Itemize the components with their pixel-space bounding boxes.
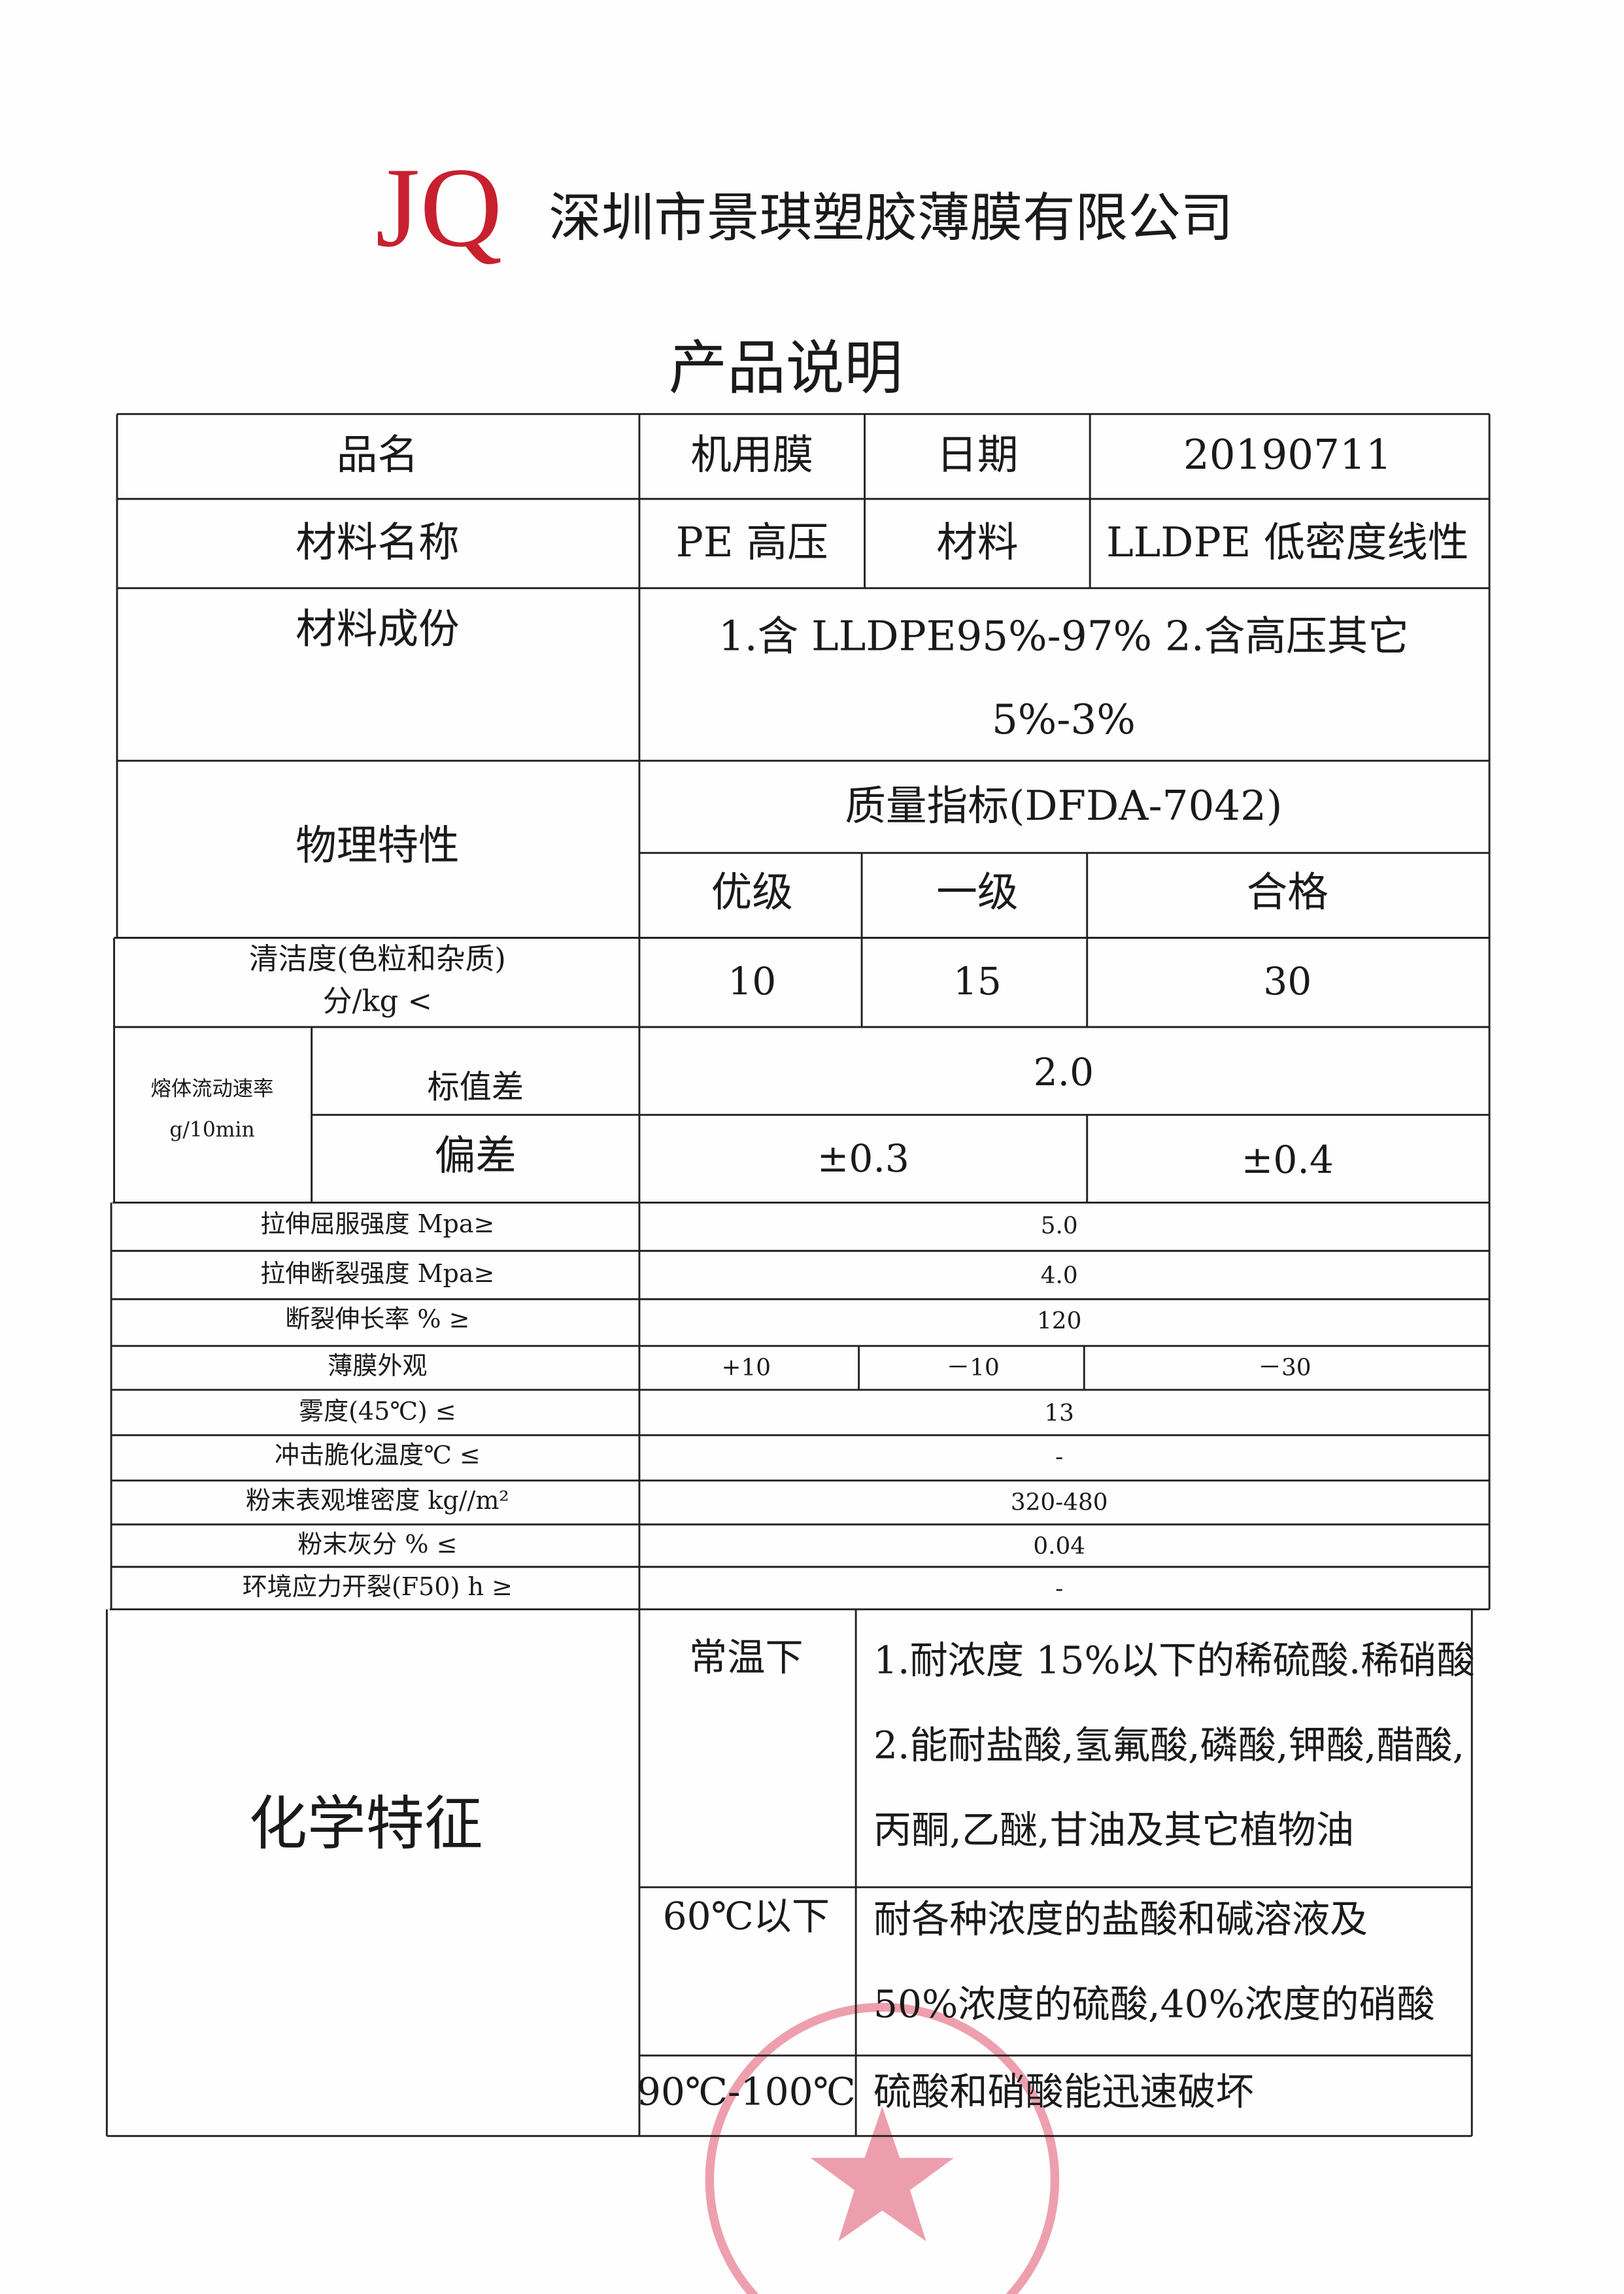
cell-value: 320-480	[1011, 1489, 1108, 1516]
condition-text: 2.能耐盐酸,氢氟酸,磷酸,钾酸,醋酸,	[873, 1723, 1464, 1767]
cell-value: 20190711	[1183, 431, 1392, 479]
condition-text: 50%浓度的硫酸,40%浓度的硝酸	[873, 1982, 1435, 2026]
cell-value: 120	[1037, 1307, 1081, 1334]
cell-label: 薄膜外观	[328, 1351, 427, 1380]
cell-label: 粉末表观堆密度 kg//m²	[246, 1486, 509, 1515]
cell-value: 13	[1044, 1400, 1074, 1426]
cell-label: 断裂伸长率 % ≥	[285, 1304, 469, 1333]
cell-value: 10	[728, 959, 776, 1004]
cell-label: 标值差	[427, 1068, 524, 1106]
grade: 优级	[711, 868, 793, 916]
cell-label: 材料名称	[296, 518, 460, 566]
grade: 一级	[936, 868, 1018, 916]
cell-label: 环境应力开裂(F50) h ≥	[243, 1572, 513, 1601]
cell-label: 材料	[936, 518, 1018, 566]
cell-value: －30	[1258, 1355, 1311, 1381]
cell-value: ±0.3	[817, 1136, 909, 1181]
document-title: 产品说明	[669, 335, 903, 403]
cell-label: g/10min	[169, 1118, 254, 1141]
cell-label: 材料成份	[296, 605, 460, 652]
cell-value: 30	[1263, 959, 1311, 1004]
condition: 60℃以下	[663, 1894, 830, 1938]
cell-value: ±0.4	[1242, 1138, 1334, 1182]
grade: 合格	[1247, 868, 1328, 916]
composition-line: 5%-3%	[992, 696, 1136, 743]
cell-value: 0.04	[1033, 1533, 1085, 1560]
cell-label: 偏差	[435, 1132, 516, 1179]
cell-value: +10	[722, 1355, 771, 1381]
section-label: 化学特征	[248, 1791, 482, 1859]
cell-value: -	[1055, 1443, 1063, 1470]
cell-label: 冲击脆化温度℃ ≤	[275, 1440, 481, 1469]
cell-value: LLDPE 低密度线性	[1106, 518, 1468, 566]
cell-label: 分/kg <	[323, 984, 432, 1019]
company-name: 深圳市景琪塑胶薄膜有限公司	[549, 187, 1233, 248]
cell-value: －10	[946, 1355, 999, 1381]
cell-value: 5.0	[1041, 1213, 1078, 1240]
condition-text: 丙酮,乙醚,甘油及其它植物油	[873, 1808, 1354, 1852]
standard-name: 质量指标(DFDA-7042)	[845, 782, 1282, 830]
condition-text: 1.耐浓度 15%以下的稀硫酸.稀硝酸	[873, 1638, 1475, 1682]
cell-label: 物理特性	[296, 821, 460, 869]
condition: 90℃-100℃	[637, 2070, 856, 2114]
cell-value: 15	[953, 959, 1002, 1004]
cell-label: 雾度(45℃) ≤	[299, 1396, 456, 1425]
cell-label: 粉末灰分 % ≤	[297, 1530, 457, 1559]
condition: 常温下	[689, 1635, 804, 1679]
condition-text: 硫酸和硝酸能迅速破坏	[873, 2070, 1254, 2114]
cell-label: 品名	[337, 431, 418, 479]
logo: JQ	[375, 144, 502, 271]
cell-value: 2.0	[1034, 1050, 1094, 1094]
cell-label: 拉伸屈服强度 Mpa≥	[260, 1209, 494, 1238]
cell-value: -	[1055, 1576, 1063, 1602]
cell-value: PE 高压	[676, 518, 828, 566]
condition-text: 耐各种浓度的盐酸和碱溶液及	[873, 1897, 1368, 1942]
composition-line: 1.含 LLDPE95%-97% 2.含高压其它	[719, 612, 1409, 660]
cell-label: 清洁度(色粒和杂质)	[249, 941, 506, 976]
cell-label: 拉伸断裂强度 Mpa≥	[260, 1259, 494, 1288]
cell-value: 机用膜	[690, 431, 813, 479]
cell-label: 熔体流动速率	[151, 1077, 274, 1101]
seal	[705, 2002, 1060, 2294]
cell-label: 日期	[936, 431, 1018, 479]
cell-value: 4.0	[1041, 1262, 1078, 1289]
